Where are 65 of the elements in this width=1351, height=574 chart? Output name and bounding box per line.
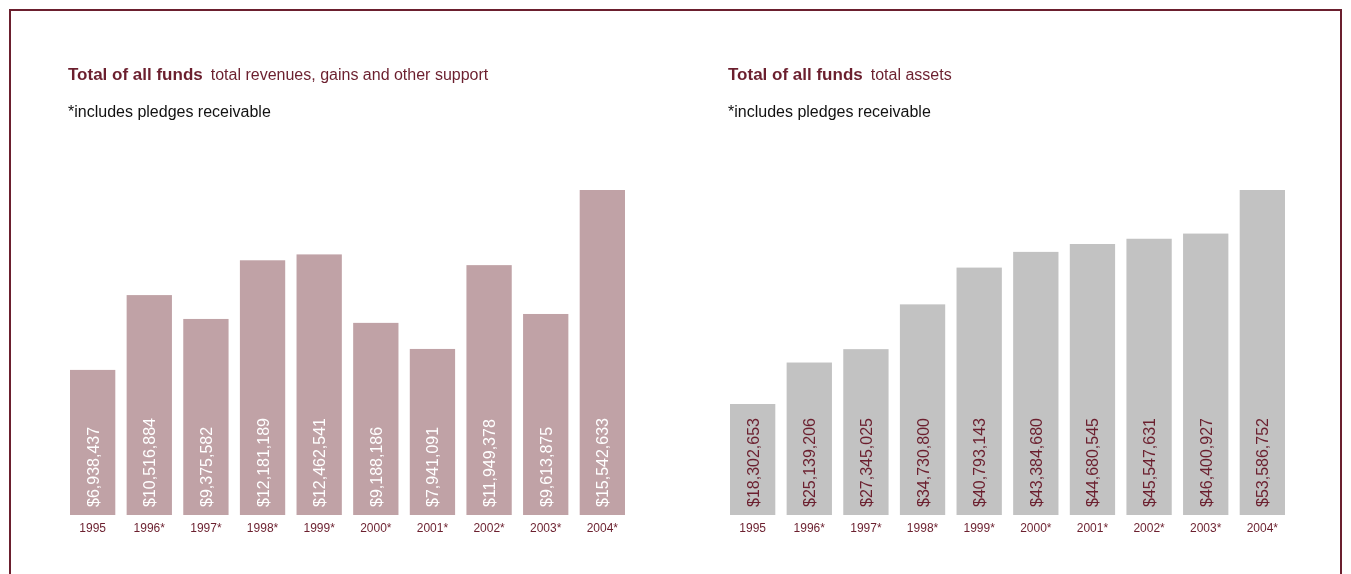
text: *includes pledges receivable: [728, 103, 931, 120]
data-label: $53,586,752: [1254, 417, 1272, 507]
data-label: $27,345,025: [857, 417, 875, 507]
data-label: $6,938,437: [84, 426, 102, 507]
bar: [70, 369, 116, 515]
x-tick-label: 1999*: [303, 521, 336, 535]
bar: [1239, 190, 1285, 515]
x-tick-label: 1998*: [246, 521, 279, 535]
bar: [409, 348, 456, 515]
data-label: $12,181,189: [254, 417, 272, 507]
chart-title: Total of all funds: [728, 65, 863, 84]
x-tick-label: 1996*: [793, 521, 826, 535]
data-label: $44,680,545: [1084, 417, 1102, 507]
data-label: $10,516,884: [141, 417, 159, 507]
bar: [1069, 244, 1116, 515]
x-tick-label: 1995: [739, 521, 767, 535]
x-tick-label: 1998*: [906, 521, 939, 535]
data-label: $9,613,875: [537, 426, 555, 507]
data-label: $9,188,186: [367, 426, 385, 507]
bar: [1013, 251, 1059, 515]
x-tick-label: 1999*: [963, 521, 996, 535]
x-tick-label: 2004*: [1246, 521, 1279, 535]
x-tick-label: 2004*: [586, 521, 619, 535]
data-label: $45,547,631: [1141, 417, 1159, 507]
bar: [239, 260, 286, 515]
x-tick-label: 2001*: [416, 521, 449, 535]
data-label: $9,375,582: [197, 426, 215, 507]
text: *includes pledges receivable: [68, 103, 271, 120]
x-tick-label: 1997*: [190, 521, 222, 535]
data-label: $18,302,653: [744, 417, 762, 507]
x-tick-label: 1997*: [850, 521, 882, 535]
data-label: $11,949,378: [481, 419, 499, 507]
bar: [956, 267, 1002, 515]
bar: [126, 295, 172, 515]
data-label: $25,139,206: [801, 417, 819, 507]
data-label: $34,730,800: [914, 417, 932, 507]
bar: [786, 362, 832, 515]
data-label: $46,400,927: [1197, 417, 1215, 507]
bar: [1126, 238, 1172, 515]
chart-title: Total of all funds: [68, 65, 203, 84]
bar: [466, 265, 512, 515]
x-tick-label: 2001*: [1076, 521, 1109, 535]
bar: [353, 322, 399, 515]
x-tick-label: 2002*: [1133, 521, 1166, 535]
x-tick-label: 1996*: [133, 521, 166, 535]
bar: [296, 254, 342, 515]
x-tick-label: 2003*: [530, 521, 562, 535]
bar: [843, 349, 889, 515]
data-label: $7,941,091: [424, 426, 442, 507]
x-tick-label: 2000*: [360, 521, 392, 535]
data-label: $43,384,680: [1027, 417, 1045, 507]
bar: [523, 313, 569, 515]
bar: [183, 318, 229, 515]
x-tick-label: 2002*: [473, 521, 506, 535]
data-label: $15,542,633: [594, 417, 612, 507]
chart-subtitle: total assets: [870, 66, 952, 83]
chart-subtitle: total revenues, gains and other support: [210, 66, 489, 83]
x-tick-label: 1995: [79, 521, 107, 535]
bar: [1183, 233, 1229, 515]
x-tick-label: 2000*: [1020, 521, 1052, 535]
bar: [899, 304, 946, 515]
data-label: $40,793,143: [971, 417, 989, 507]
x-tick-label: 2003*: [1190, 521, 1222, 535]
data-label: $12,462,541: [311, 417, 329, 507]
bar: [579, 190, 625, 515]
